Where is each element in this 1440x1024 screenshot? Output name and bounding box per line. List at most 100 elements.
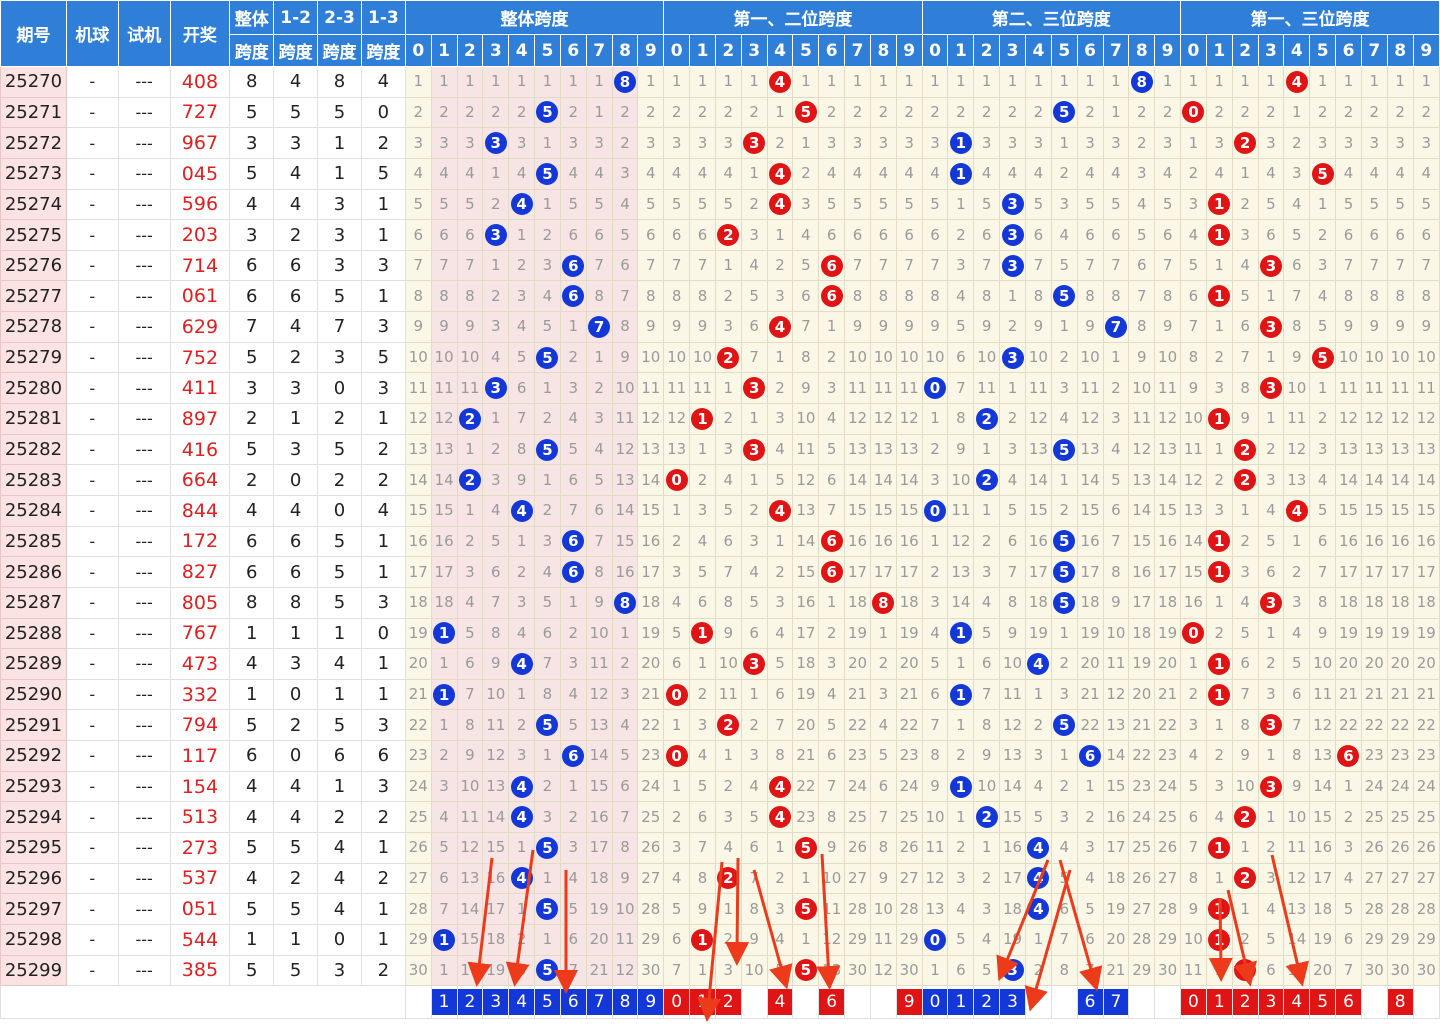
- miss-cell: 11: [637, 372, 665, 405]
- miss-cell: 2: [766, 862, 794, 895]
- miss-cell: 4: [766, 311, 794, 343]
- miss-cell: 5: [534, 893, 561, 925]
- miss-cell: 10: [973, 770, 1001, 803]
- miss-cell: 20: [637, 648, 665, 680]
- span-value: 2: [273, 219, 319, 251]
- miss-cell: 13: [663, 433, 691, 466]
- miss-cell: 5: [1050, 433, 1078, 466]
- span-value: 6: [229, 280, 275, 313]
- miss-cell: 9: [1102, 586, 1130, 619]
- miss-cell: 11: [404, 372, 432, 405]
- machine-ball: -: [65, 188, 119, 221]
- miss-cell: 1: [1050, 617, 1078, 650]
- test-draw: ---: [117, 433, 171, 466]
- miss-cell: 6: [1283, 249, 1311, 282]
- miss-cell: 1: [766, 219, 794, 251]
- miss-cell: 2: [869, 96, 897, 129]
- miss-cell: 3: [534, 801, 561, 834]
- footer-cell: [1412, 985, 1440, 1020]
- miss-cell: 6: [1309, 525, 1337, 558]
- miss-cell: 2: [456, 525, 484, 558]
- span-value: 3: [273, 127, 319, 159]
- hit-ball: 8: [613, 70, 636, 93]
- miss-cell: 7: [404, 249, 432, 282]
- span-value: 6: [273, 280, 319, 313]
- test-draw: ---: [117, 464, 171, 496]
- test-draw: ---: [117, 403, 171, 435]
- miss-cell: 13: [1283, 893, 1311, 925]
- miss-cell: 22: [1412, 709, 1440, 742]
- miss-cell: 2: [663, 96, 691, 129]
- table-row: 25280- --- 411 3 3 0 3 11 11 11 3 6 1 3 2 10 11 11 11 1 3 2 9 3…: [0, 372, 1440, 405]
- miss-cell: 1: [1205, 586, 1233, 619]
- miss-cell: 15: [1154, 494, 1181, 527]
- miss-cell: 28: [1128, 923, 1156, 956]
- footer-cell: 0: [921, 985, 949, 1020]
- miss-cell: 11: [1335, 372, 1362, 405]
- footer-cell: 1: [689, 985, 716, 1020]
- miss-cell: 4: [456, 586, 484, 619]
- miss-cell: 6: [1128, 249, 1156, 282]
- header-zone-2: 第二、三位跨度: [921, 0, 1182, 35]
- miss-cell: 1: [1024, 66, 1052, 98]
- miss-cell: 12: [456, 832, 484, 864]
- miss-cell: 1: [482, 66, 510, 98]
- miss-cell: 3: [1257, 127, 1285, 159]
- miss-cell: 7: [869, 249, 897, 282]
- table-row: 25291- --- 794 5 2 5 3 22 1 8 11 2 5 5 13 4 22 1 3 2 2 7 20 5 22…: [0, 709, 1440, 742]
- miss-cell: 9: [456, 311, 484, 343]
- machine-ball: -: [65, 372, 119, 405]
- miss-cell: 29: [895, 923, 923, 956]
- miss-cell: 7: [973, 249, 1001, 282]
- miss-cell: 9: [611, 341, 639, 374]
- miss-cell: 25: [1360, 801, 1388, 834]
- miss-cell: 1: [689, 66, 716, 98]
- miss-cell: 2: [1309, 219, 1337, 251]
- span-value: 1: [229, 923, 275, 956]
- table-row: 25273- --- 045 5 4 1 5 4 4 4 1 4 5 4 4 3 4 4 4 4 1 4 2 4 4 4 4 4 1 4 4…: [0, 157, 1440, 190]
- miss-cell: 3: [895, 127, 923, 159]
- miss-cell: 30: [1386, 954, 1414, 987]
- miss-cell: 3: [1335, 127, 1362, 159]
- miss-cell: 14: [1154, 464, 1181, 496]
- miss-cell: 5: [1050, 280, 1078, 313]
- issue-number: 25273: [0, 157, 67, 190]
- miss-cell: 11: [921, 832, 949, 864]
- hit-ball: 3: [1259, 775, 1282, 798]
- issue-number: 25271: [0, 96, 67, 129]
- miss-cell: 21: [1102, 954, 1130, 987]
- miss-cell: 12: [1283, 862, 1311, 895]
- miss-cell: 30: [1154, 954, 1181, 987]
- miss-cell: 1: [740, 66, 768, 98]
- hit-ball: 0: [1182, 101, 1205, 124]
- miss-cell: 9: [869, 311, 897, 343]
- miss-cell: 6: [792, 280, 820, 313]
- hit-ball: 4: [1285, 70, 1308, 93]
- table-row: 25290- --- 332 1 0 1 1 21 1 7 10 1 8 4 12 3 21 0 2 11 1 6 19 4 2…: [0, 678, 1440, 711]
- miss-cell: 14: [1360, 464, 1388, 496]
- hit-ball: 4: [769, 499, 792, 522]
- miss-cell: 8: [456, 709, 484, 742]
- miss-cell: 15: [1412, 494, 1440, 527]
- miss-cell: 27: [404, 862, 432, 895]
- miss-cell: 1: [1205, 311, 1233, 343]
- miss-cell: 29: [1386, 923, 1414, 956]
- miss-cell: 4: [766, 66, 794, 98]
- miss-cell: 3: [1050, 801, 1078, 834]
- hit-ball: 2: [1234, 959, 1257, 982]
- miss-cell: 2: [1024, 954, 1052, 987]
- miss-cell: 8: [611, 311, 639, 343]
- miss-cell: 2: [1076, 801, 1104, 834]
- miss-cell: 8: [1231, 709, 1259, 742]
- miss-cell: 28: [404, 893, 432, 925]
- issue-number: 25275: [0, 219, 67, 251]
- miss-cell: 16: [1335, 525, 1362, 558]
- footer-cell: [792, 985, 820, 1020]
- machine-ball: -: [65, 923, 119, 956]
- header-digit: 1: [947, 34, 975, 67]
- miss-cell: 4: [482, 494, 510, 527]
- miss-cell: 3: [1128, 157, 1156, 190]
- miss-cell: 3: [1335, 832, 1362, 864]
- miss-cell: 7: [1102, 249, 1130, 282]
- miss-cell: 2: [714, 770, 742, 803]
